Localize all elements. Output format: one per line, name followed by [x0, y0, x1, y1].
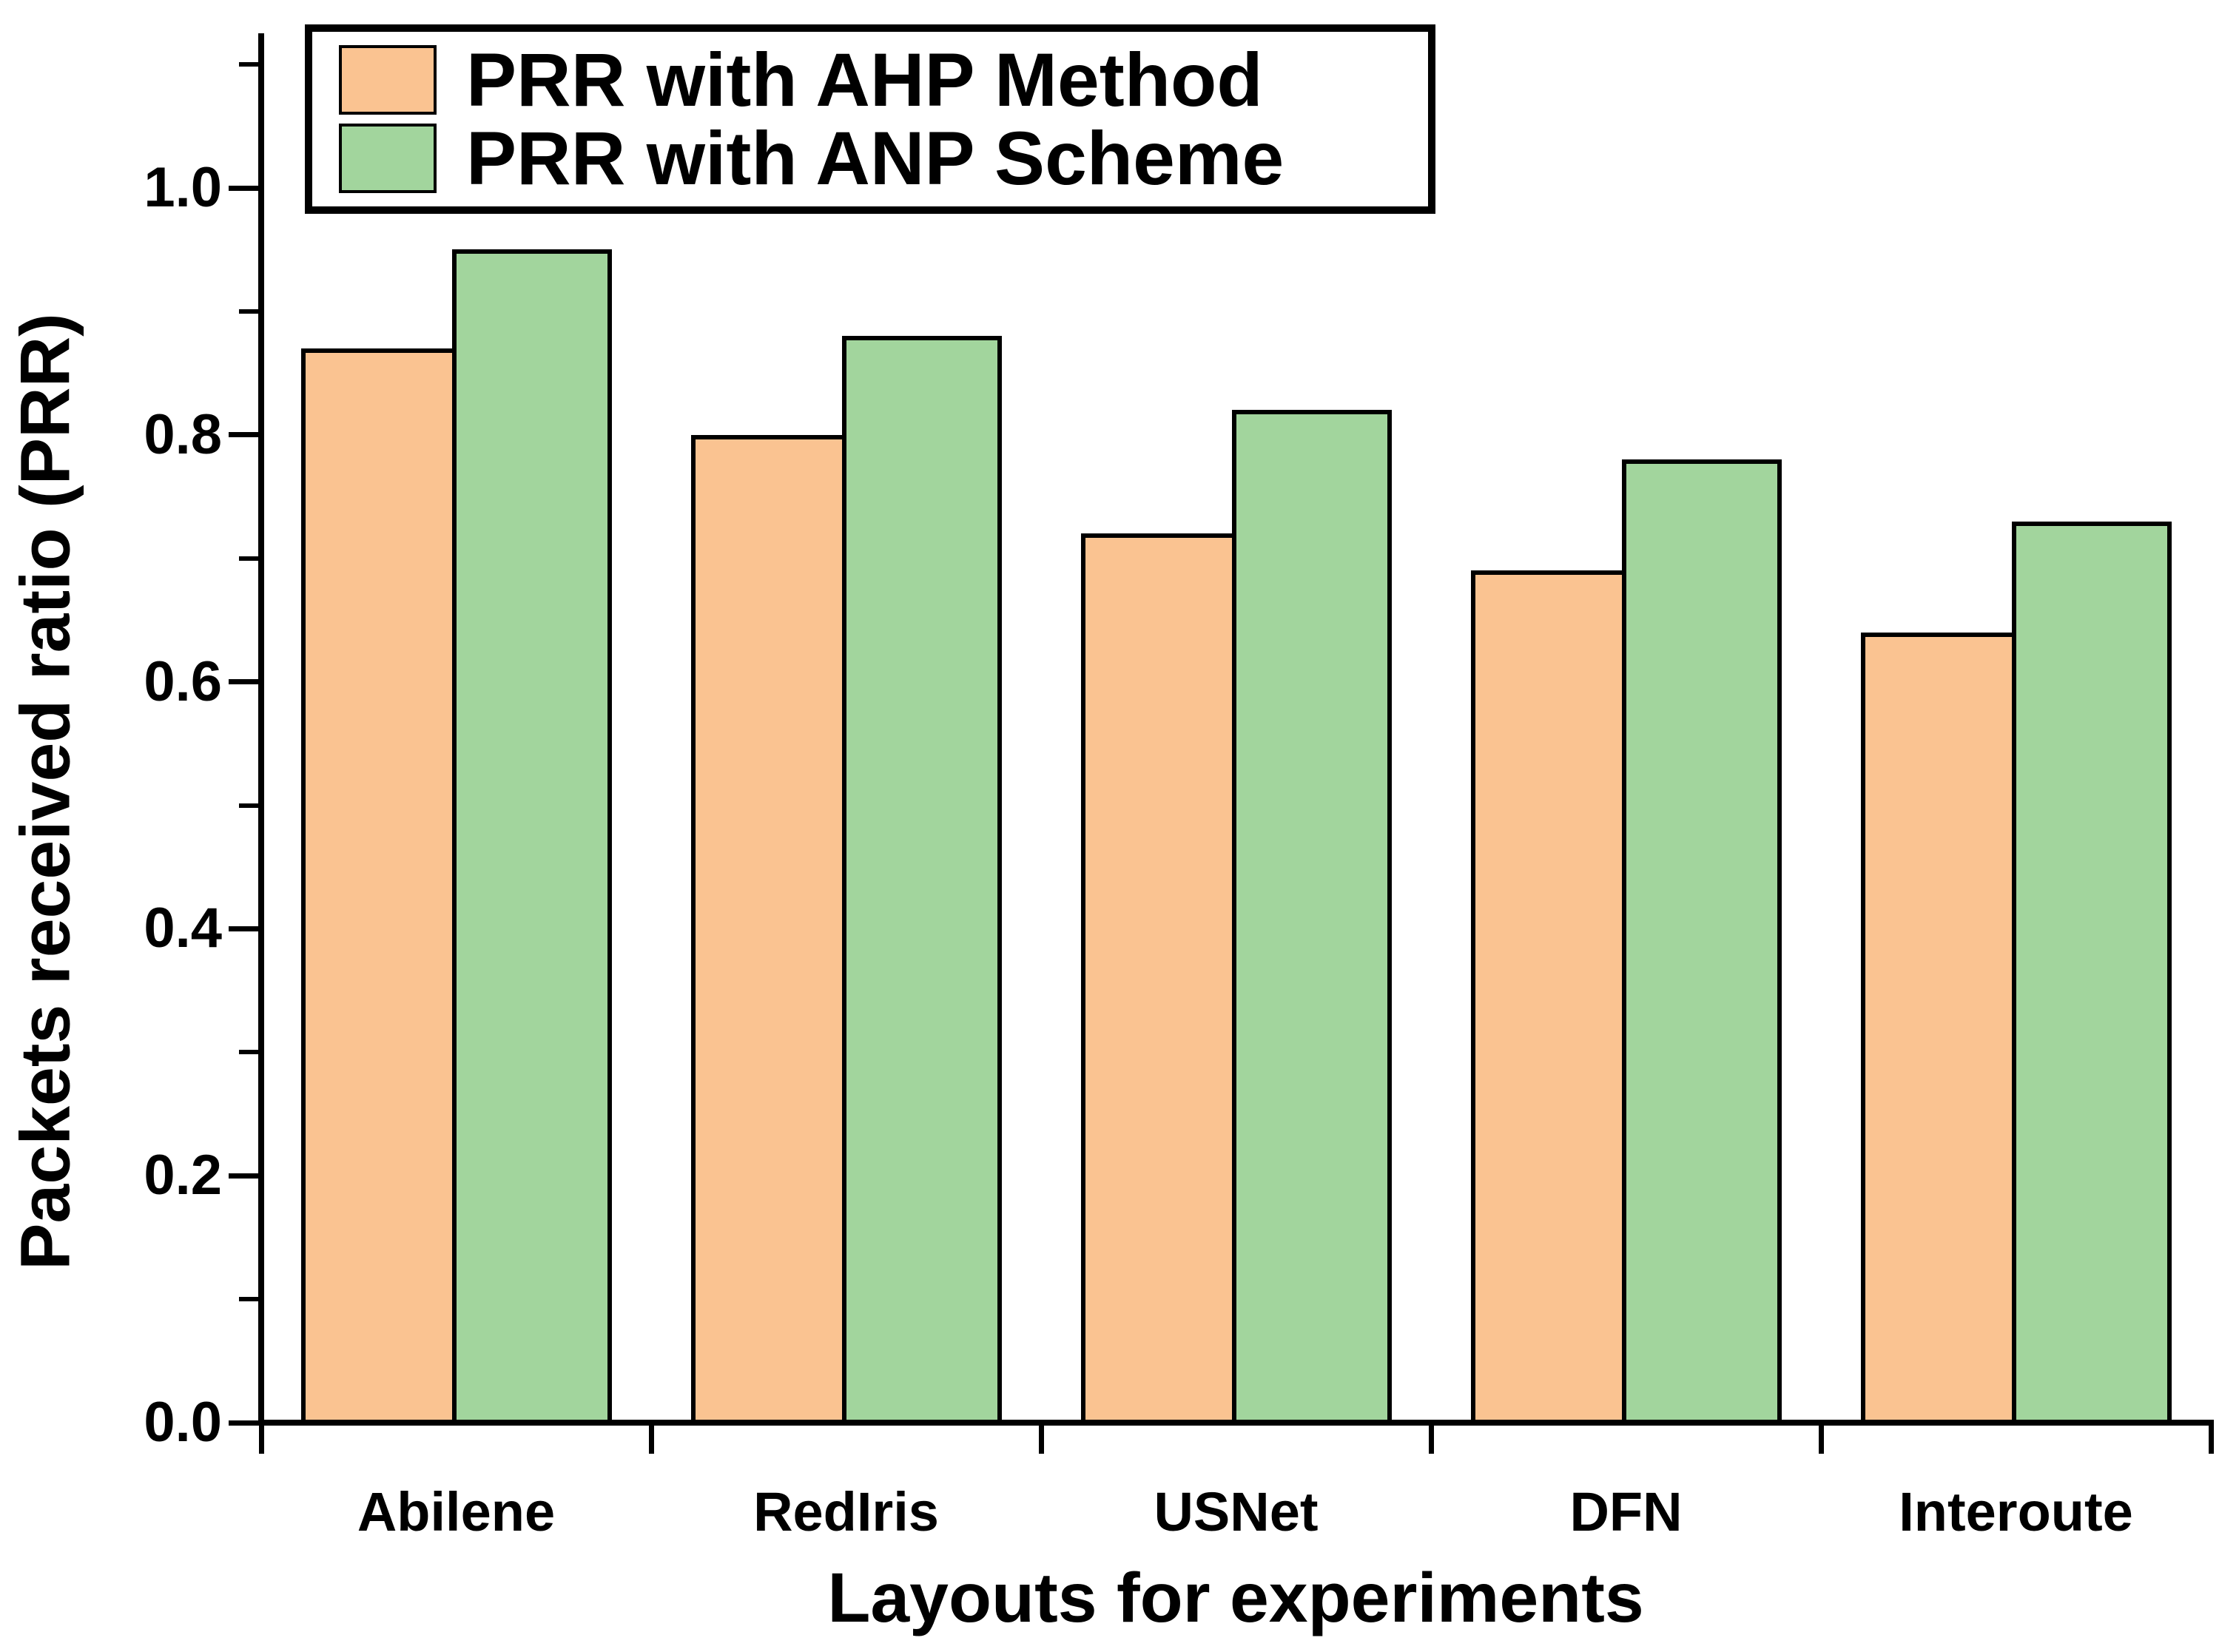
- x-tick: [2209, 1426, 2214, 1454]
- y-minor-tick: [239, 62, 261, 67]
- bar-ahp-usnet: [1080, 533, 1236, 1426]
- legend-item-anp: PRR with ANP Scheme: [339, 119, 1428, 198]
- x-category-label: Interoute: [1899, 1481, 2133, 1543]
- x-category-label: USNet: [1154, 1481, 1319, 1543]
- bar-ahp-dfn: [1470, 570, 1626, 1426]
- bar-anp-rediris: [841, 336, 1002, 1426]
- y-minor-tick: [239, 309, 261, 314]
- y-axis-title: Packets received ratio (PRR): [6, 313, 85, 1270]
- bar-anp-usnet: [1231, 410, 1392, 1426]
- y-tick-label: 0.8: [144, 402, 222, 466]
- y-minor-tick: [239, 1297, 261, 1302]
- legend: PRR with AHP Method PRR with ANP Scheme: [305, 24, 1435, 214]
- legend-swatch-ahp: [339, 45, 437, 115]
- legend-item-ahp: PRR with AHP Method: [339, 41, 1428, 119]
- y-major-tick: [229, 1420, 261, 1426]
- y-major-tick: [229, 926, 261, 931]
- y-tick-label: 0.4: [144, 897, 222, 960]
- x-tick: [1429, 1426, 1434, 1454]
- x-axis: [258, 1420, 2214, 1426]
- x-tick: [1819, 1426, 1824, 1454]
- legend-label-ahp: PRR with AHP Method: [466, 38, 1263, 122]
- x-tick: [649, 1426, 654, 1454]
- x-axis-title: Layouts for experiments: [827, 1559, 1644, 1637]
- y-major-tick: [229, 1173, 261, 1179]
- y-tick-label: 0.0: [144, 1391, 222, 1454]
- legend-label-anp: PRR with ANP Scheme: [466, 116, 1285, 200]
- y-minor-tick: [239, 803, 261, 808]
- y-tick-label: 1.0: [144, 156, 222, 219]
- y-major-tick: [229, 432, 261, 438]
- legend-swatch-anp: [339, 124, 437, 193]
- x-category-label: Abilene: [357, 1481, 556, 1543]
- y-axis: [258, 33, 264, 1426]
- y-minor-tick: [239, 556, 261, 561]
- bar-ahp-interoute: [1860, 632, 2016, 1426]
- y-major-tick: [229, 679, 261, 685]
- x-tick: [259, 1426, 264, 1454]
- bar-anp-interoute: [2011, 521, 2172, 1426]
- y-tick-label: 0.2: [144, 1144, 222, 1207]
- bar-anp-abilene: [451, 249, 612, 1426]
- bar-ahp-rediris: [690, 434, 846, 1426]
- bar-ahp-abilene: [300, 348, 457, 1426]
- x-category-label: DFN: [1569, 1481, 1683, 1543]
- y-tick-label: 0.6: [144, 650, 222, 713]
- x-tick: [1039, 1426, 1044, 1454]
- bar-anp-dfn: [1621, 459, 1782, 1426]
- x-category-label: RedIris: [753, 1481, 939, 1543]
- y-major-tick: [229, 185, 261, 191]
- y-minor-tick: [239, 1050, 261, 1055]
